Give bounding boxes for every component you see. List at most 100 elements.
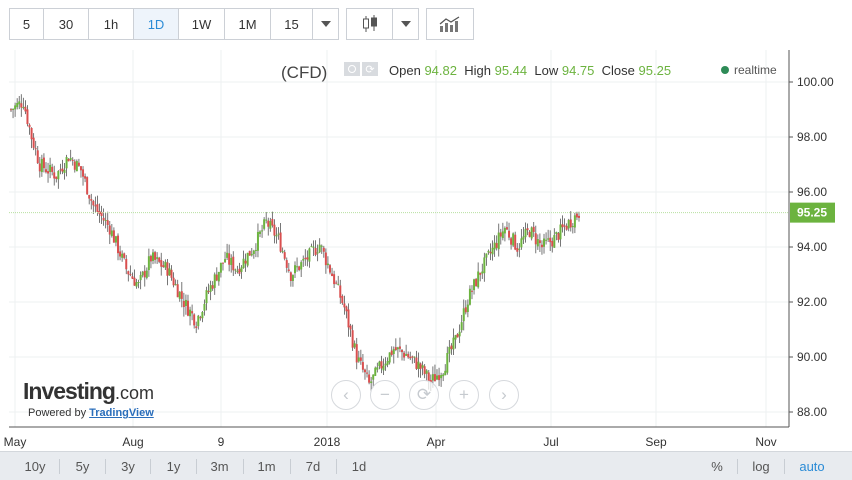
candle-body: [10, 109, 12, 111]
candle-body: [575, 213, 578, 218]
range-1d-button[interactable]: 1d: [337, 452, 381, 480]
low-value: 94.75: [561, 63, 595, 78]
candle-body: [390, 350, 393, 355]
interval-1d-button[interactable]: 1D: [133, 8, 179, 40]
investing-logo[interactable]: Investing.com: [23, 378, 154, 405]
divider: [336, 459, 337, 474]
candle-body: [217, 271, 220, 282]
candle: [230, 254, 233, 273]
interval-1h-button[interactable]: 1h: [88, 8, 134, 40]
candle: [388, 352, 391, 365]
scroll-left-button[interactable]: ‹: [331, 380, 361, 410]
candle: [242, 250, 245, 269]
candle-body: [337, 283, 340, 285]
range-3y-button[interactable]: 3y: [106, 452, 150, 480]
chart-canvas[interactable]: 100.00 98.00 96.00 94.00 92.00 90.00 88.00 May A…: [0, 44, 852, 454]
candle-body: [440, 375, 443, 379]
candle-body: [363, 369, 366, 373]
range-1y-button[interactable]: 1y: [151, 452, 196, 480]
candle-body: [248, 250, 251, 256]
candle: [275, 227, 278, 244]
auto-scale-button[interactable]: auto: [790, 452, 834, 480]
candle: [514, 231, 517, 251]
high-value: 95.44: [494, 63, 528, 78]
tradingview-link[interactable]: TradingView: [89, 407, 154, 419]
candle-body: [100, 212, 103, 217]
candle: [24, 100, 27, 115]
candle-body: [452, 337, 455, 350]
log-scale-button[interactable]: log: [742, 452, 780, 480]
candle: [44, 162, 47, 174]
candle-body: [485, 253, 488, 258]
candle: [446, 346, 449, 375]
candle-body: [308, 248, 311, 262]
candle: [267, 217, 270, 236]
refresh-icon[interactable]: ⟳: [362, 62, 378, 76]
candle: [246, 252, 249, 268]
candle-body: [407, 353, 410, 358]
candle: [366, 364, 369, 378]
candle-body: [304, 257, 307, 259]
y-tick-label: 94.00: [797, 240, 827, 254]
price-chart[interactable]: 100.00 98.00 96.00 94.00 92.00 90.00 88.00 May A…: [0, 44, 852, 454]
candle: [534, 225, 537, 254]
candle: [553, 228, 556, 248]
range-3m-button[interactable]: 3m: [197, 452, 242, 480]
candle-body: [168, 268, 171, 276]
reset-button[interactable]: ⟳: [409, 380, 439, 410]
scroll-right-button[interactable]: ›: [489, 380, 519, 410]
chart-style-button[interactable]: [346, 8, 393, 40]
candle: [403, 350, 406, 361]
candle-body: [156, 257, 159, 259]
range-10y-button[interactable]: 10y: [12, 452, 58, 480]
candle: [368, 370, 371, 385]
range-bar: 10y 5y 3y 1y 3m 1m 7d 1d % log auto: [0, 451, 852, 480]
candle-body: [271, 218, 274, 226]
candle-body: [79, 166, 82, 171]
candle: [341, 294, 344, 305]
candle-body: [24, 106, 27, 112]
candle-body: [170, 269, 173, 278]
candle-body: [528, 231, 531, 237]
percent-scale-button[interactable]: %: [704, 452, 730, 480]
candle: [510, 236, 513, 250]
candle: [117, 233, 120, 261]
chart-style-dropdown-button[interactable]: [392, 8, 419, 40]
candle-body: [508, 230, 511, 238]
interval-1d-label: 1D: [147, 16, 165, 32]
candle-body: [569, 219, 572, 228]
divider: [784, 459, 785, 474]
candle-body: [380, 361, 383, 369]
interval-30-button[interactable]: 30: [43, 8, 89, 40]
interval-dropdown-button[interactable]: [312, 8, 339, 40]
candle: [528, 230, 531, 238]
interval-1w-button[interactable]: 1W: [178, 8, 225, 40]
interval-15-button[interactable]: 15: [270, 8, 313, 40]
candle-body: [131, 276, 134, 279]
candle-body: [18, 101, 21, 105]
zoom-in-button[interactable]: +: [449, 380, 479, 410]
plus-icon: +: [459, 385, 469, 404]
range-1m-button[interactable]: 1m: [244, 452, 289, 480]
interval-5-button[interactable]: 5: [9, 8, 44, 40]
candle-body: [59, 169, 62, 171]
eye-icon[interactable]: [344, 62, 360, 76]
zoom-out-button[interactable]: −: [370, 380, 400, 410]
candle-body: [94, 205, 97, 207]
range-7d-button[interactable]: 7d: [291, 452, 335, 480]
candle-body: [320, 245, 323, 247]
candle-body: [368, 374, 371, 383]
candle: [396, 346, 399, 358]
candle: [252, 249, 255, 259]
range-5y-button[interactable]: 5y: [60, 452, 105, 480]
divider: [290, 459, 291, 474]
candle: [526, 223, 529, 236]
candle-body: [493, 242, 496, 250]
candle-body: [195, 326, 198, 328]
candle: [479, 272, 482, 282]
interval-1m-button[interactable]: 1M: [224, 8, 271, 40]
candle-body: [203, 303, 206, 311]
interval-30-label: 30: [58, 16, 74, 32]
candle-body: [553, 235, 556, 248]
indicators-button[interactable]: [426, 8, 474, 40]
